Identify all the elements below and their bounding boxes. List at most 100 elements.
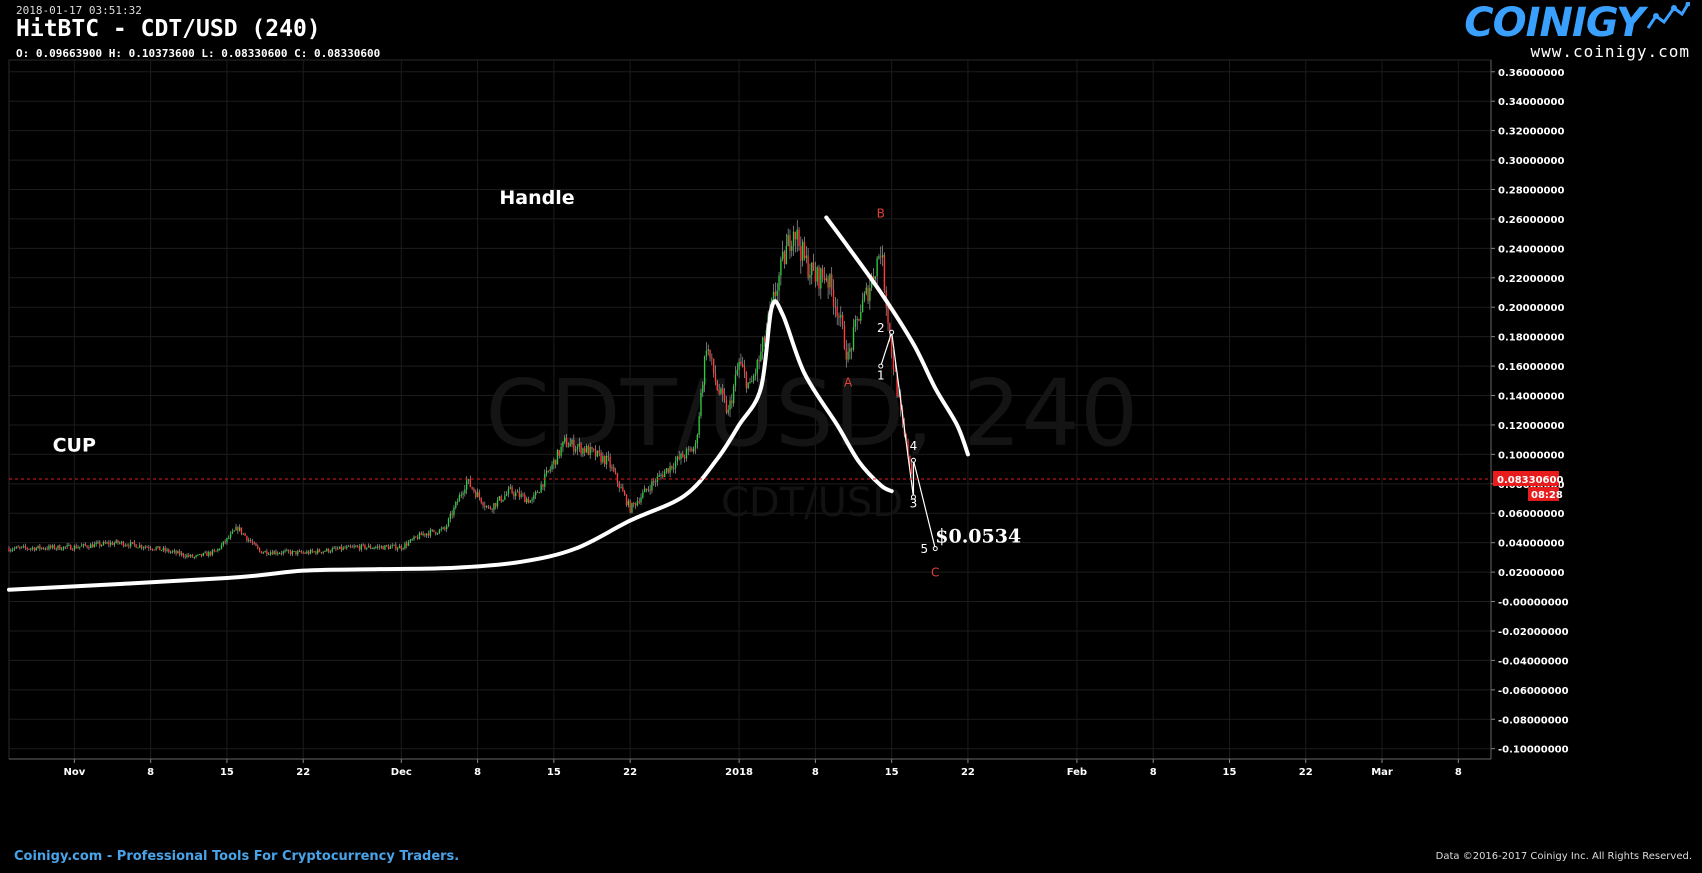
candle-body	[894, 369, 896, 372]
candle-body	[179, 551, 181, 555]
candle-body	[224, 541, 226, 543]
candle-body	[347, 545, 350, 547]
candle-body	[531, 499, 533, 501]
y-tick-label: 0.12000000	[1498, 421, 1564, 432]
candle-body	[317, 549, 319, 554]
candle-body	[540, 484, 542, 493]
candle-body	[333, 547, 335, 549]
candle-body	[609, 457, 611, 468]
x-tick-label: Nov	[63, 767, 85, 778]
candle-body	[275, 551, 277, 554]
candle-body	[327, 548, 330, 553]
candle-body	[493, 503, 495, 510]
candle-body	[665, 468, 668, 472]
candle-body	[449, 513, 452, 519]
candle-body	[331, 548, 333, 552]
candle-body	[874, 276, 876, 280]
candle-body	[702, 384, 704, 393]
candle-body	[362, 544, 364, 546]
candle-body	[634, 503, 637, 506]
candle-body	[337, 548, 339, 550]
candle-body	[831, 274, 833, 290]
candle-body	[554, 459, 557, 465]
candle-body	[233, 530, 235, 532]
candle-body	[268, 554, 270, 556]
candle-body	[569, 443, 571, 447]
coinigy-logo[interactable]: COINIGY www.coinigy.com	[1464, 1, 1691, 61]
candle-body	[876, 258, 878, 277]
candle-body	[304, 552, 306, 554]
candle-body	[658, 474, 660, 477]
candle-body	[177, 551, 179, 554]
candle-body	[878, 256, 880, 259]
candle-body	[892, 355, 895, 370]
candle-body	[707, 349, 709, 351]
candle-body	[329, 551, 332, 553]
candle-body	[522, 494, 524, 496]
candle-body	[544, 473, 546, 487]
candle-body	[240, 527, 243, 534]
candle-body	[654, 481, 657, 483]
candle-body	[705, 350, 708, 357]
candle-body	[80, 545, 83, 547]
candle-body	[638, 501, 640, 503]
candle-body	[691, 449, 693, 452]
y-tick-label: -0.04000000	[1498, 656, 1569, 667]
candle-body	[462, 493, 464, 495]
candle-body	[282, 551, 284, 554]
annotation-3: 3	[910, 496, 918, 510]
candle-body	[821, 268, 824, 277]
candle-body	[455, 501, 457, 508]
candle-body	[402, 548, 404, 550]
candle-body	[909, 455, 911, 465]
candle-body	[286, 550, 288, 552]
candle-body	[451, 513, 453, 516]
candle-body	[910, 464, 913, 474]
candle-body	[687, 448, 689, 450]
footer-tagline[interactable]: Coinigy.com - Professional Tools For Cry…	[14, 849, 460, 864]
candle-body	[246, 535, 248, 541]
candle-body	[438, 529, 441, 534]
candle-body	[128, 545, 130, 547]
candle-body	[51, 545, 54, 548]
x-tick-label: 22	[1299, 767, 1313, 778]
candle-body	[547, 470, 550, 472]
candle-body	[716, 381, 718, 391]
candle-body	[529, 500, 531, 503]
candle-body	[485, 506, 488, 508]
candle-body	[814, 270, 817, 282]
candle-body	[387, 546, 390, 549]
candle-body	[495, 503, 497, 507]
candle-body	[645, 488, 648, 490]
candle-body	[159, 546, 161, 551]
candle-body	[611, 467, 613, 469]
candle-body	[752, 375, 755, 381]
candle-body	[720, 388, 722, 394]
candle-body	[60, 549, 63, 551]
candle-body	[189, 554, 192, 557]
candle-body	[184, 556, 186, 558]
candle-body	[484, 505, 486, 507]
x-tick-label: 8	[1150, 767, 1157, 778]
candle-body	[712, 358, 715, 374]
y-tick-label: 0.04000000	[1498, 539, 1564, 550]
candle-body	[440, 528, 442, 530]
candle-body	[433, 529, 435, 532]
grid	[8, 59, 1492, 760]
candle-body	[542, 484, 544, 487]
candle-body	[151, 548, 154, 550]
candle-body	[231, 531, 234, 534]
candle-body	[28, 548, 30, 550]
candle-body	[805, 255, 807, 259]
candle-body	[509, 487, 511, 489]
candle-body	[489, 507, 491, 509]
candle-body	[355, 546, 357, 548]
y-tick-label: 0.22000000	[1498, 274, 1564, 285]
candle-body	[91, 544, 94, 548]
candle-body	[693, 448, 695, 452]
annotation-1: 1	[877, 368, 885, 382]
candle-body	[865, 287, 867, 294]
candle-body	[789, 235, 791, 251]
candle-body	[456, 501, 459, 503]
candle-body	[353, 546, 355, 548]
